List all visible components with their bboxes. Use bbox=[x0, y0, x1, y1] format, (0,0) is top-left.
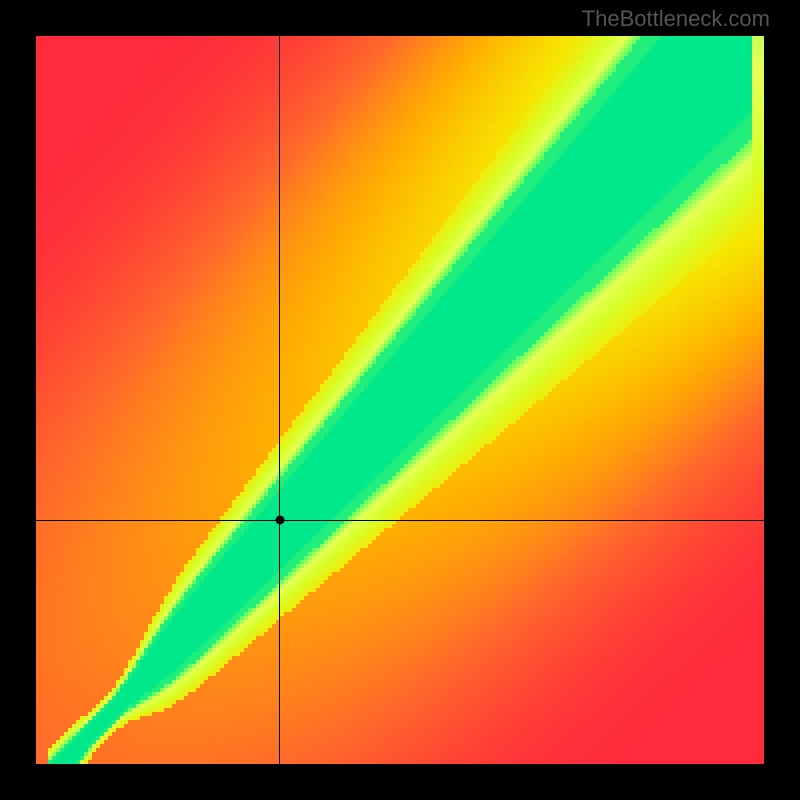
heatmap-plot bbox=[36, 36, 764, 764]
watermark-text: TheBottleneck.com bbox=[582, 6, 770, 32]
heatmap-canvas bbox=[36, 36, 764, 764]
